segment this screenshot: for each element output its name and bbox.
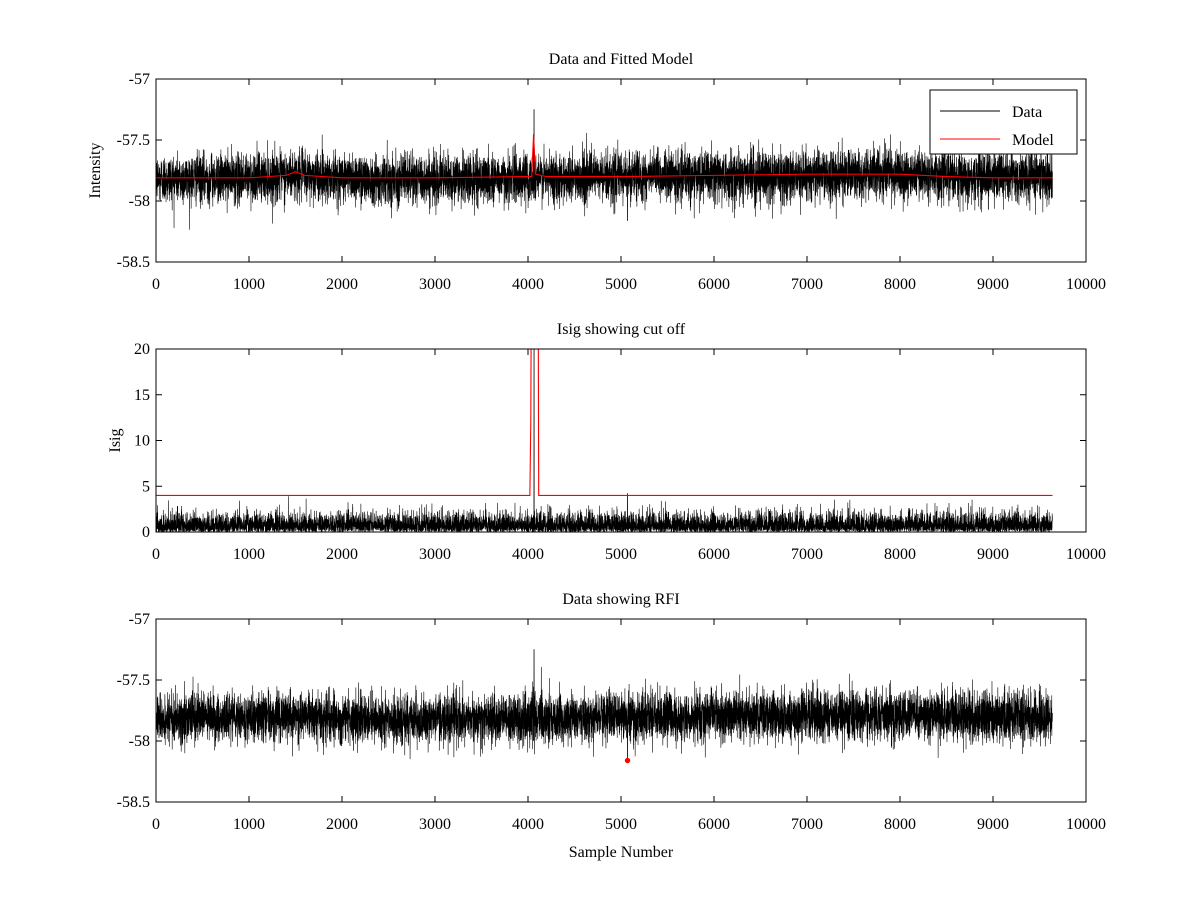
series-line-data	[156, 109, 1053, 230]
x-tick-label: 6000	[698, 546, 730, 563]
legend-label: Data	[1012, 104, 1042, 121]
plot-content	[156, 649, 1053, 764]
rfi-marker	[624, 757, 631, 764]
plot-content	[156, 109, 1053, 230]
plot-area	[156, 349, 1086, 532]
x-tick-label: 6000	[698, 276, 730, 293]
x-tick-label: 9000	[977, 276, 1009, 293]
y-tick-label: 0	[142, 524, 150, 541]
x-tick-label: 9000	[977, 816, 1009, 833]
y-tick-label: 15	[134, 387, 150, 404]
x-tick-label: 8000	[884, 816, 916, 833]
chart-title: Data showing RFI	[562, 591, 679, 608]
y-tick-label: -57	[129, 611, 150, 628]
x-tick-label: 3000	[419, 816, 451, 833]
x-tick-label: 2000	[326, 816, 358, 833]
plot-content	[156, 349, 1053, 532]
x-tick-label: 10000	[1066, 276, 1106, 293]
x-tick-label: 6000	[698, 816, 730, 833]
x-tick-label: 4000	[512, 276, 544, 293]
subplot-2: 0 1000 2000 3000 4000 5000 6000 7000 8000 9000 100…	[107, 321, 1106, 563]
x-tick-label: 9000	[977, 546, 1009, 563]
x-tick-label: 7000	[791, 276, 823, 293]
x-tick-label: 5000	[605, 816, 637, 833]
legend: Data Model	[929, 89, 1078, 155]
x-tick-label: 8000	[884, 546, 916, 563]
y-tick-label: -58	[129, 733, 150, 750]
x-axis-title: Sample Number	[569, 844, 674, 861]
x-tick-label: 7000	[791, 816, 823, 833]
x-tick-label: 7000	[791, 546, 823, 563]
y-tick-label: 20	[134, 341, 150, 358]
y-tick-label: -57.5	[117, 132, 150, 149]
x-tick-label: 3000	[419, 276, 451, 293]
x-tick-label: 2000	[326, 546, 358, 563]
y-tick-label: -58.5	[117, 794, 150, 811]
y-tick-label: 10	[134, 433, 150, 450]
subplot-1: 0 1000 2000 3000 4000 5000 6000 7000 8000 9000 100…	[87, 51, 1106, 293]
y-tick-label: -57.5	[117, 672, 150, 689]
x-tick-label: 0	[152, 816, 160, 833]
series-line-0	[156, 349, 1053, 532]
y-axis-title: Isig	[107, 429, 124, 453]
series-line-0	[156, 649, 1053, 761]
x-tick-label: 4000	[512, 816, 544, 833]
y-tick-label: -57	[129, 71, 150, 88]
legend-label: Model	[1012, 132, 1054, 149]
x-tick-label: 5000	[605, 546, 637, 563]
x-tick-label: 5000	[605, 276, 637, 293]
subplot-3: 0 1000 2000 3000 4000 5000 6000 7000 8000 9000 100…	[117, 591, 1106, 861]
x-tick-label: 8000	[884, 276, 916, 293]
x-tick-label: 2000	[326, 276, 358, 293]
series-line-1	[156, 349, 1053, 496]
x-tick-label: 10000	[1066, 546, 1106, 563]
chart-title: Data and Fitted Model	[549, 51, 694, 68]
legend-box	[929, 89, 1078, 155]
x-tick-label: 1000	[233, 546, 265, 563]
y-tick-label: -58.5	[117, 254, 150, 271]
y-tick-label: 5	[142, 478, 150, 495]
x-tick-label: 0	[152, 276, 160, 293]
x-tick-label: 1000	[233, 276, 265, 293]
x-tick-label: 1000	[233, 816, 265, 833]
chart-title: Isig showing cut off	[557, 321, 686, 338]
x-tick-label: 0	[152, 546, 160, 563]
x-tick-label: 4000	[512, 546, 544, 563]
x-tick-label: 3000	[419, 546, 451, 563]
y-tick-label: -58	[129, 193, 150, 210]
x-tick-label: 10000	[1066, 816, 1106, 833]
series-line-model	[156, 133, 1053, 179]
y-axis-title: Intensity	[87, 143, 104, 199]
